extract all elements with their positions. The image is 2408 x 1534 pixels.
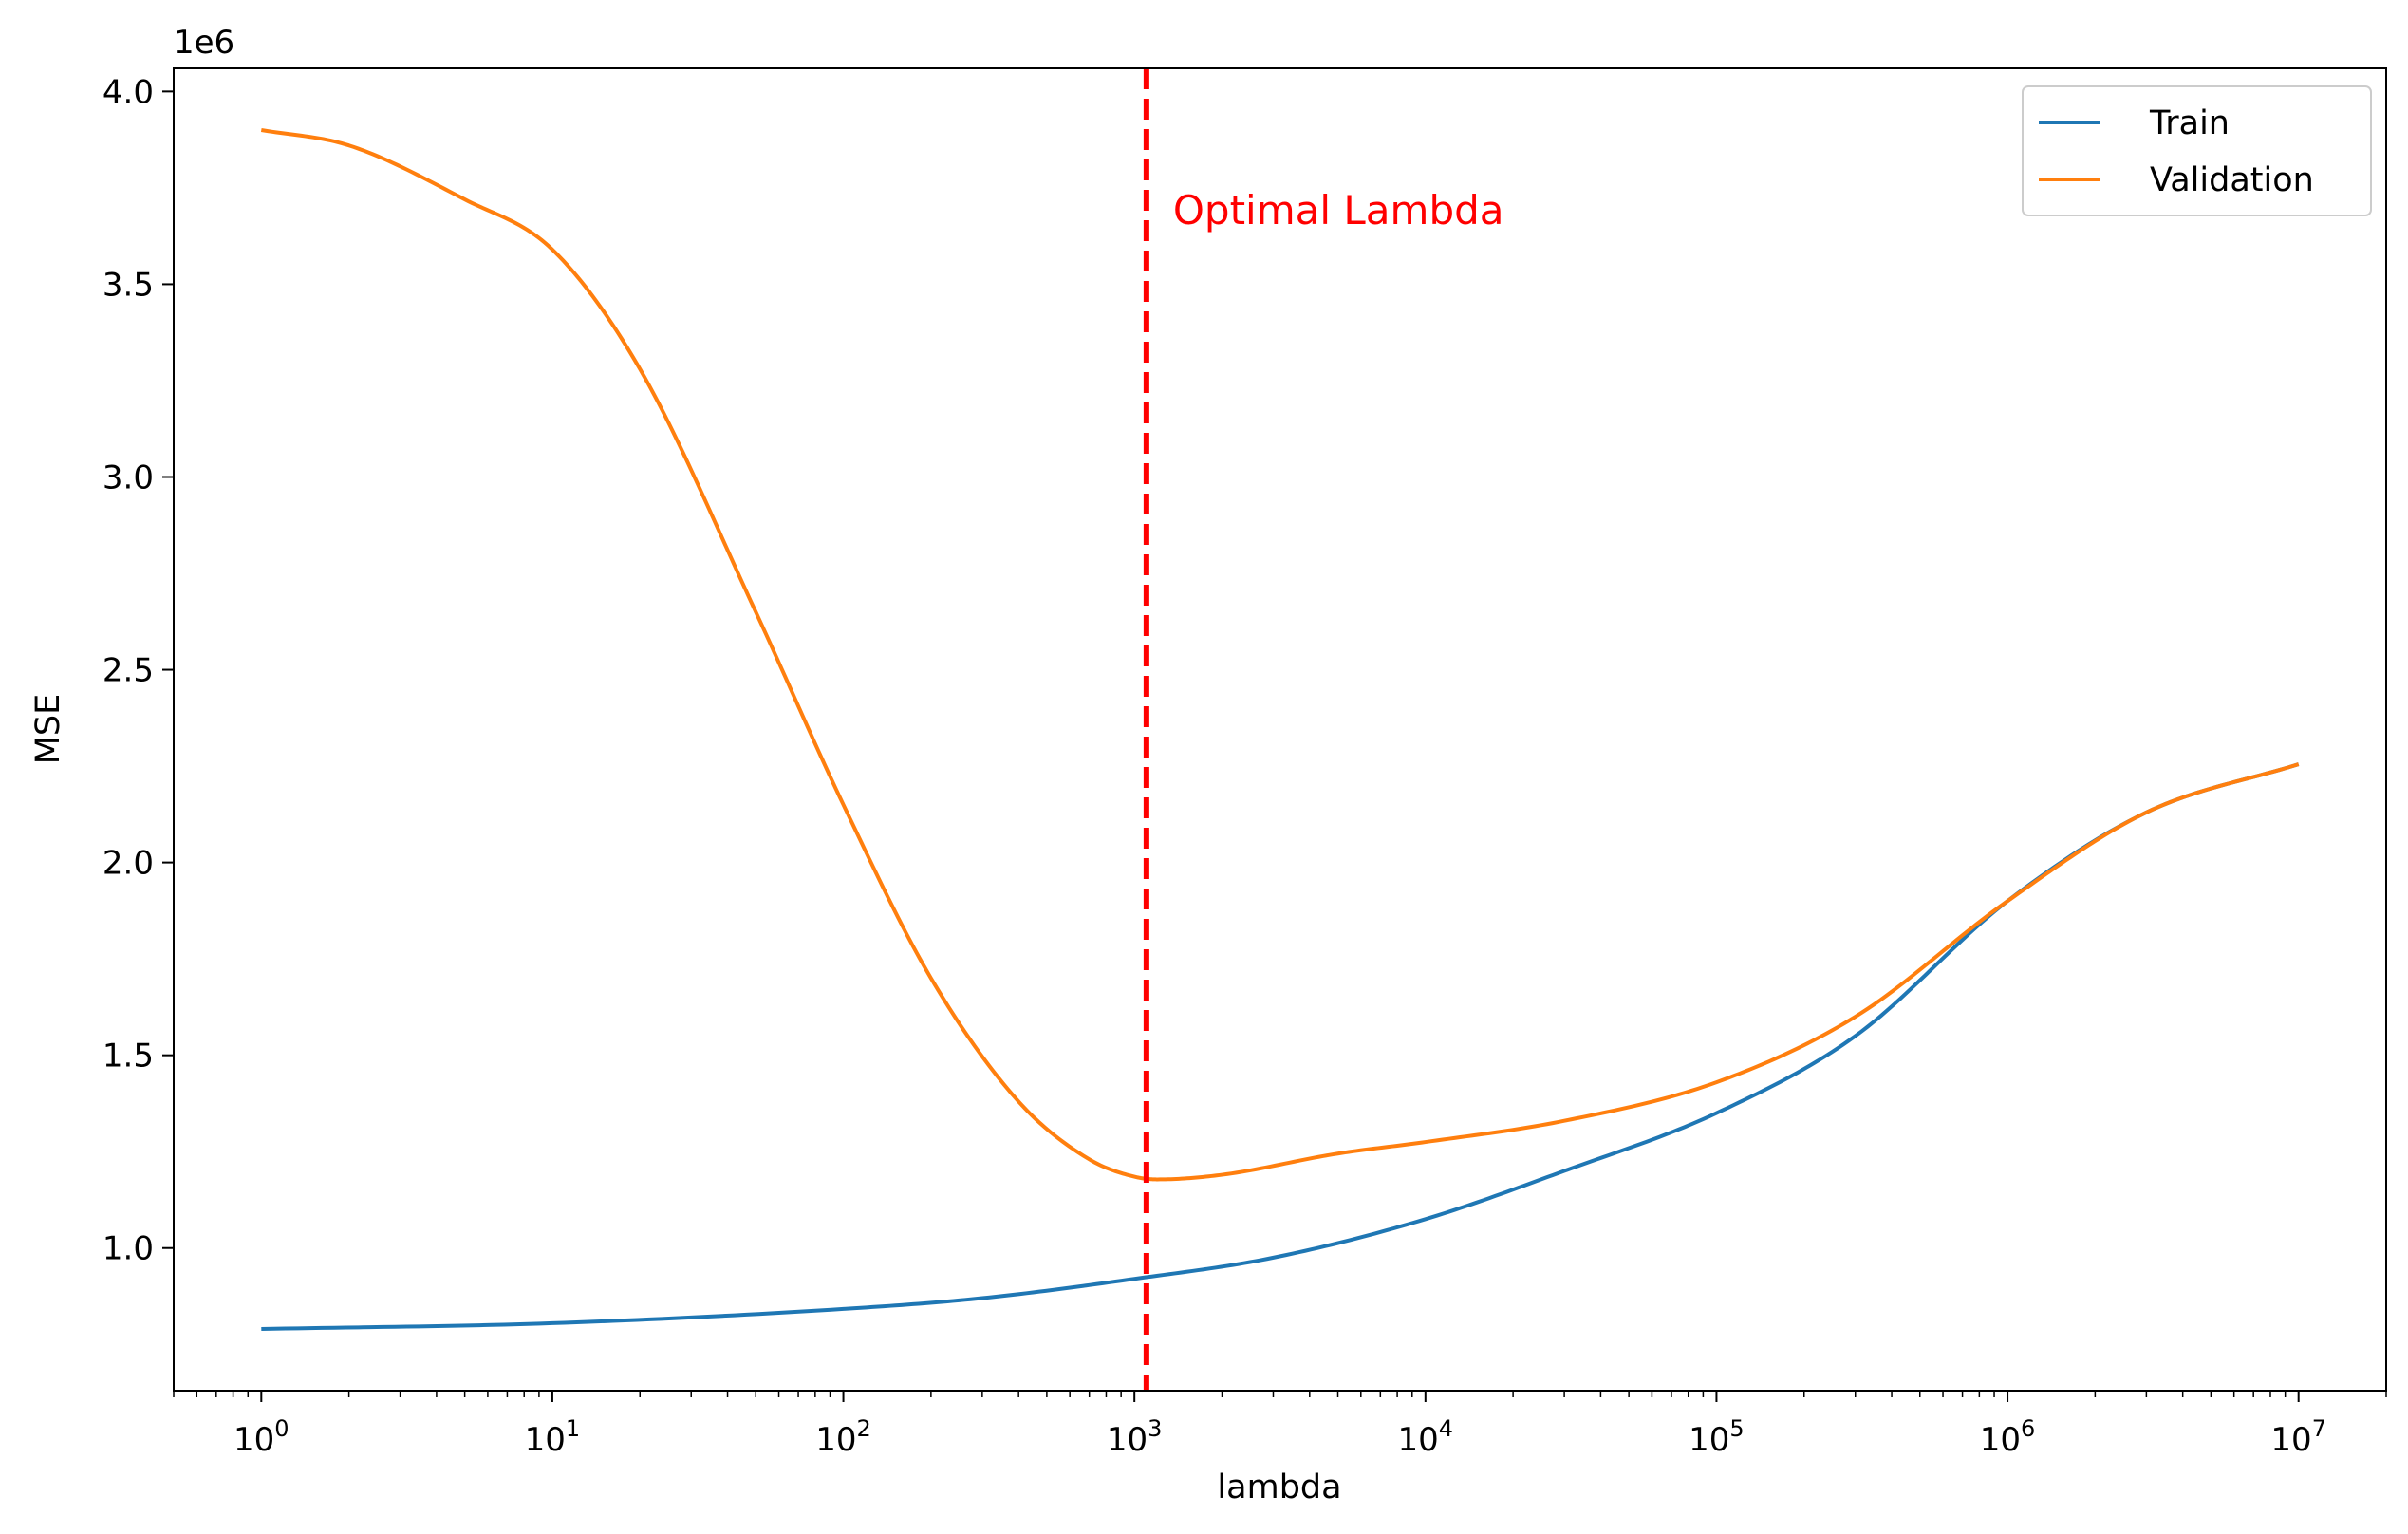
y-offset-label: 1e6 bbox=[174, 24, 234, 62]
x-axis: 100 101 102 103 104 105 106 107 bbox=[173, 1391, 2387, 1459]
x-tick-label: 103 bbox=[1107, 1415, 1163, 1459]
y-axis-label: MSE bbox=[29, 694, 67, 765]
legend-label-train: Train bbox=[2149, 104, 2230, 142]
plot-area bbox=[174, 68, 2386, 1391]
x-axis-label: lambda bbox=[1217, 1469, 1341, 1506]
series-layer bbox=[260, 128, 2300, 1332]
y-tick-label: 4.0 bbox=[103, 73, 154, 111]
y-tick-label: 3.5 bbox=[103, 266, 154, 304]
y-axis: 1.0 1.5 2.0 2.5 3.0 3.5 4.0 bbox=[103, 73, 174, 1268]
legend-label-validation: Validation bbox=[2150, 161, 2314, 199]
x-tick-label: 104 bbox=[1398, 1415, 1454, 1459]
x-tick-label: 107 bbox=[2270, 1415, 2326, 1459]
y-tick-label: 1.5 bbox=[103, 1038, 154, 1076]
optimal-lambda-annotation: Optimal Lambda bbox=[1173, 187, 1504, 234]
x-tick-label: 100 bbox=[233, 1415, 289, 1459]
legend: Train Validation bbox=[2022, 85, 2372, 216]
x-tick-label: 105 bbox=[1689, 1415, 1745, 1459]
y-tick-label: 1.0 bbox=[103, 1230, 154, 1268]
series-line-validation bbox=[260, 128, 2300, 1182]
y-tick-label: 2.0 bbox=[103, 845, 154, 883]
y-tick-label: 2.5 bbox=[103, 652, 154, 690]
y-tick-label: 3.0 bbox=[103, 458, 154, 496]
x-tick-label: 106 bbox=[1980, 1415, 2036, 1459]
x-tick-label: 101 bbox=[525, 1415, 581, 1459]
x-tick-label: 102 bbox=[815, 1415, 871, 1459]
legend-box bbox=[2022, 85, 2372, 216]
plot-frame bbox=[173, 67, 2387, 1392]
